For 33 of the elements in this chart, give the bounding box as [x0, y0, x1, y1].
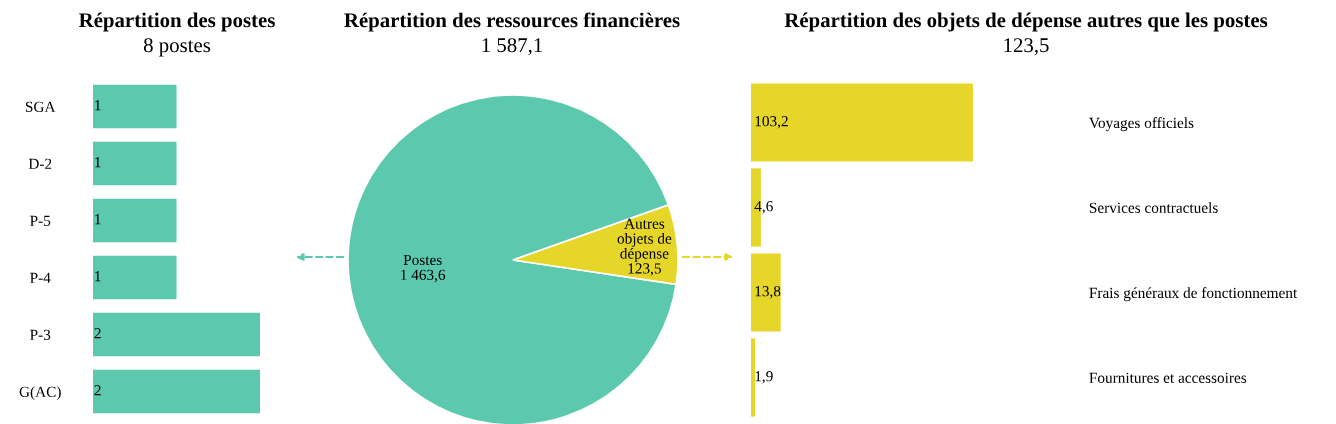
y-tick-label: SGA	[25, 101, 56, 112]
data-label: 103,2	[755, 116, 788, 129]
text: Répartition des objets de dépense autres que les postes	[784, 12, 1268, 32]
data-label: 2	[94, 385, 101, 396]
chart-subtitle: 1 587,1	[482, 38, 542, 56]
y-tick-label: Frais généraux de fonctionnement	[1089, 287, 1298, 302]
y-tick-label: Fournitures et accessoires	[1089, 372, 1247, 383]
slice-label: Postes	[403, 254, 442, 266]
chart-title: Répartition des postes	[78, 12, 275, 32]
bar	[751, 338, 756, 417]
y-tick-label: P-5	[30, 215, 51, 226]
chart-subtitle: 8 postes	[143, 38, 211, 57]
y-tick-label: P-4	[30, 272, 51, 283]
data-label: 1 463,6	[401, 269, 446, 283]
data-label: 1	[95, 271, 101, 282]
data-label: 1	[95, 157, 101, 168]
y-tick-label: Voyages officiels	[1089, 117, 1194, 132]
y-tick-label: G(AC)	[19, 386, 61, 401]
y-tick-label: P-3	[30, 329, 51, 340]
y-tick-label: Services contractuels	[1089, 202, 1218, 213]
data-label: 1,9	[755, 371, 773, 384]
text: 123,5	[1004, 38, 1049, 56]
data-label: 1	[95, 100, 101, 111]
y-tick-label: D-2	[28, 158, 52, 169]
data-label: 13,8	[755, 286, 781, 299]
data-label: 1	[95, 214, 101, 225]
slice-label: Autres objets de dépense	[617, 218, 672, 262]
chart-title: Répartition des ressources financières	[344, 12, 680, 32]
pie-slice	[347, 94, 678, 424]
data-label: 2	[94, 328, 101, 339]
data-label: 123,5	[628, 263, 661, 276]
bar	[751, 253, 781, 332]
bar	[751, 83, 973, 162]
